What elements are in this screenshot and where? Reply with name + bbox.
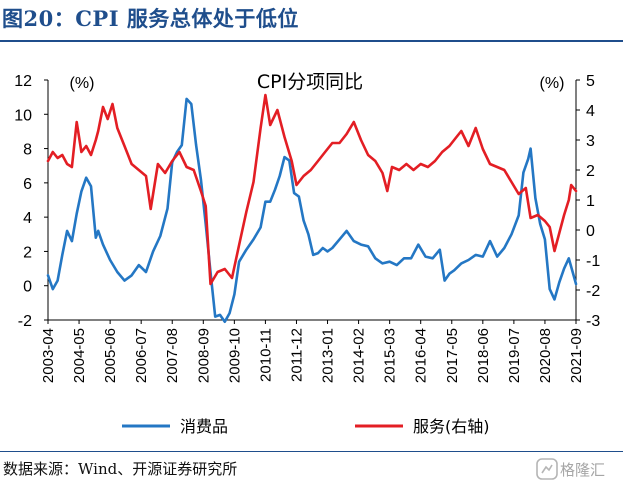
legend-label: 服务(右轴): [413, 417, 490, 436]
right-tick-label: -3: [586, 313, 600, 330]
watermark-logo-icon: [536, 458, 558, 480]
x-tick-label: 2015-03: [382, 328, 399, 383]
x-tick-label: 2013-01: [320, 328, 337, 383]
x-tick-label: 2019-07: [506, 328, 523, 383]
left-tick-label: 2: [23, 244, 32, 261]
legend-label: 消费品: [180, 417, 228, 436]
left-tick-label: 8: [23, 142, 32, 159]
watermark-text: 格隆汇: [560, 461, 606, 479]
x-tick-label: 2016-04: [413, 328, 430, 383]
x-tick-label: 2008-09: [195, 328, 212, 383]
x-tick-label: 2018-06: [475, 328, 492, 383]
x-tick-label: 2009-10: [226, 328, 243, 383]
figure-title: 图20：CPI 服务总体处于低位: [2, 6, 299, 31]
x-tick-label: 2003-04: [40, 328, 57, 383]
source-rule: [0, 451, 623, 452]
x-tick-label: 2014-02: [351, 328, 368, 383]
x-tick-label: 2007-08: [164, 328, 181, 383]
source-note: 数据来源：Wind、开源证券研究所: [3, 460, 238, 478]
series-line-consumer-goods: [46, 97, 578, 323]
title-rule: [0, 40, 623, 42]
left-tick-label: -2: [18, 313, 32, 330]
right-tick-label: 3: [586, 133, 595, 150]
right-tick-label: -2: [586, 283, 600, 300]
left-axis-unit: (%): [70, 75, 95, 92]
x-tick-label: 2021-09: [568, 328, 585, 383]
right-tick-label: 5: [586, 73, 595, 90]
left-tick-label: 6: [23, 176, 32, 193]
series-line-services: [46, 93, 578, 286]
left-tick-label: 12: [14, 73, 32, 90]
right-tick-label: 1: [586, 193, 595, 210]
x-tick-label: 2006-07: [133, 328, 150, 383]
x-tick-label: 2010-11: [257, 328, 274, 382]
x-tick-label: 2017-05: [444, 328, 461, 383]
right-tick-label: 0: [586, 223, 595, 240]
right-axis-unit: (%): [540, 75, 565, 92]
left-tick-label: 10: [14, 107, 32, 124]
right-tick-label: 2: [586, 163, 595, 180]
x-tick-label: 2004-05: [71, 328, 88, 383]
chart-title: CPI分项同比: [257, 71, 363, 93]
x-tick-label: 2005-06: [102, 328, 119, 383]
left-tick-label: 0: [23, 279, 32, 296]
watermark: 格隆汇: [536, 456, 622, 482]
right-tick-label: 4: [586, 103, 595, 120]
right-tick-label: -1: [586, 253, 600, 270]
x-tick-label: 2011-12: [288, 328, 305, 382]
left-tick-label: 4: [23, 210, 32, 227]
figure-header: 图20：CPI 服务总体处于低位: [0, 0, 623, 46]
x-tick-label: 2020-08: [537, 328, 554, 383]
